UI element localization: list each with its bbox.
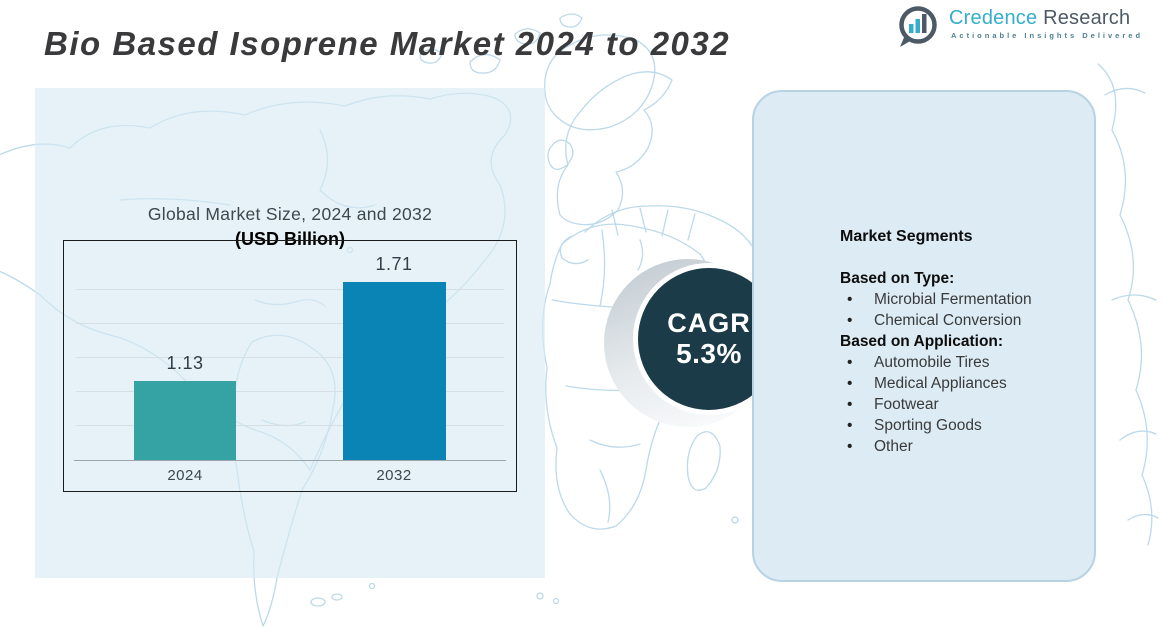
segment-item: • Automobile Tires [840,352,1080,373]
cagr-value: 5.3% [676,338,742,369]
bullet-icon: • [847,375,853,392]
segment-item: • Other [840,436,1080,457]
segment-item: • Medical Appliances [840,373,1080,394]
segment-item-label: Automobile Tires [874,354,990,371]
credence-research-logo: Credence Research Actionable Insights De… [893,4,1153,48]
x-axis-line [74,460,506,461]
logo-wordmark: Credence Research [949,7,1130,30]
bar-chart-plot-area: 1.13 1.71 2024 2032 [63,240,517,492]
gridline [76,323,504,324]
gridline [76,425,504,426]
segment-item-label: Other [874,438,913,455]
bar-value-2024: 1.13 [166,353,204,373]
segments-list: Based on Type: • Microbial Fermentation •… [840,268,1080,457]
bullet-icon: • [847,438,853,455]
x-axis-label-2032: 2032 [376,467,412,484]
segment-item: • Footwear [840,394,1080,415]
chart-title: Global Market Size, 2024 and 2032 [147,204,433,224]
segment-item-label: Sporting Goods [874,417,982,434]
bar-2032 [343,282,446,460]
market-segments-panel: Market Segments Based on Type: • Microbia… [752,90,1096,582]
bullet-icon: • [847,396,853,413]
segments-panel-title: Market Segments [840,228,973,245]
logo-brand-primary: Credence [949,7,1038,29]
logo-chart-bubble-icon [899,6,937,47]
market-size-chart-card: Global Market Size, 2024 and 2032 (USD B… [35,88,545,578]
bar-value-2032: 1.71 [375,254,413,274]
bullet-icon: • [847,354,853,371]
gridline [76,357,504,358]
segment-item: • Microbial Fermentation [840,289,1080,310]
segment-heading-application: Based on Application: [840,333,1004,350]
segment-item: • Chemical Conversion [840,310,1080,331]
page-title: Bio Based Isoprene Market 2024 to 2032 [44,25,731,63]
gridline [76,391,504,392]
bullet-icon: • [847,312,853,329]
bullet-icon: • [847,417,853,434]
segment-item-label: Microbial Fermentation [874,291,1032,308]
bullet-icon: • [847,291,853,308]
segment-item-label: Chemical Conversion [874,312,1022,329]
x-axis-label-2024: 2024 [167,467,203,484]
logo-brand-secondary: Research [1037,7,1131,29]
cagr-label: CAGR [667,308,751,338]
segment-item-label: Medical Appliances [874,375,1007,392]
logo-tagline: Actionable Insights Delivered [951,31,1144,40]
segment-heading-type: Based on Type: [840,270,955,287]
gridline [76,289,504,290]
segment-item-label: Footwear [874,396,939,413]
chart-subtitle: (USD Billion) [235,229,345,249]
segment-item: • Sporting Goods [840,415,1080,436]
bar-2024 [134,381,236,460]
